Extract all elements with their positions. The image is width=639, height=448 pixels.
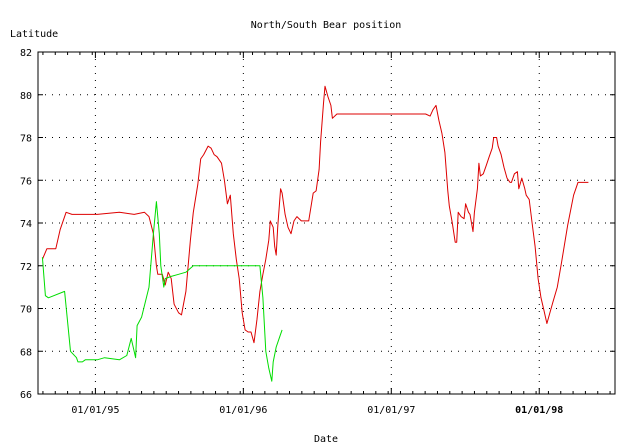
y-tick-label: 74	[20, 219, 32, 230]
y-tick-label: 80	[20, 91, 32, 102]
x-axis-label: Date	[314, 434, 338, 445]
series-layer	[41, 85, 589, 382]
x-tick-label: 01/01/98	[515, 405, 563, 416]
y-axis-label: Latitude	[10, 29, 58, 40]
x-tick-label: 01/01/96	[219, 405, 267, 416]
x-tick-label: 01/01/95	[71, 405, 119, 416]
grid	[38, 52, 615, 394]
axis-ticks: 66 68 70 72 74 76 78 80 82 01/01/95 01/01/96 01/01/…	[20, 48, 615, 416]
series-line-2	[41, 201, 283, 382]
y-tick-label: 68	[20, 347, 32, 358]
y-tick-label: 82	[20, 48, 32, 59]
series-line-1	[41, 85, 589, 344]
x-tick-label: 01/01/97	[367, 405, 415, 416]
chart-title: North/South Bear position	[251, 20, 402, 31]
y-tick-label: 66	[20, 390, 32, 401]
y-tick-label: 70	[20, 305, 32, 316]
y-tick-label: 76	[20, 176, 32, 187]
y-tick-label: 72	[20, 262, 32, 273]
y-tick-label: 78	[20, 134, 32, 145]
